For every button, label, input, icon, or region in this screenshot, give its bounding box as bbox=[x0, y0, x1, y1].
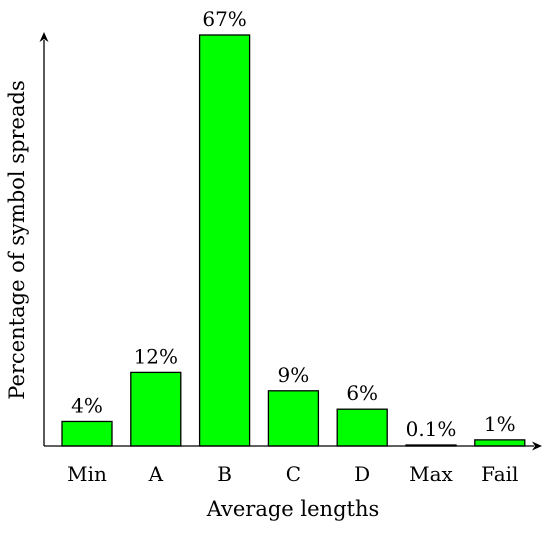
bar-fail bbox=[474, 439, 526, 447]
x-axis-arrow bbox=[532, 441, 542, 451]
x-tick-label-b: B bbox=[217, 462, 232, 486]
bar-a bbox=[130, 371, 182, 447]
data-label-b: 67% bbox=[202, 7, 246, 31]
data-labels-group: 4% 12% 67% 9% 6% 0.1% 1% bbox=[71, 7, 516, 441]
bar-d bbox=[336, 408, 388, 447]
y-axis-label: Percentage of symbol spreads bbox=[5, 80, 29, 399]
data-label-min: 4% bbox=[71, 393, 103, 417]
y-axis-arrow bbox=[39, 32, 49, 42]
data-label-fail: 1% bbox=[484, 412, 516, 436]
x-tick-label-a: A bbox=[148, 462, 164, 486]
data-label-a: 12% bbox=[134, 344, 178, 368]
data-label-max: 0.1% bbox=[406, 417, 457, 441]
x-tick-label-min: Min bbox=[67, 462, 107, 486]
x-axis-label: Average lengths bbox=[206, 497, 380, 521]
data-label-d: 6% bbox=[346, 381, 378, 405]
bar-b bbox=[198, 34, 251, 447]
x-tick-labels-group: Min A B C D Max Fail bbox=[67, 462, 518, 486]
x-tick-label-fail: Fail bbox=[481, 462, 518, 486]
x-tick-label-max: Max bbox=[409, 462, 453, 486]
x-tick-label-d: D bbox=[354, 462, 370, 486]
bars-group bbox=[61, 34, 526, 447]
bar-min bbox=[61, 420, 113, 447]
bar-c bbox=[267, 390, 320, 447]
data-label-c: 9% bbox=[278, 363, 310, 387]
x-tick-label-c: C bbox=[286, 462, 301, 486]
